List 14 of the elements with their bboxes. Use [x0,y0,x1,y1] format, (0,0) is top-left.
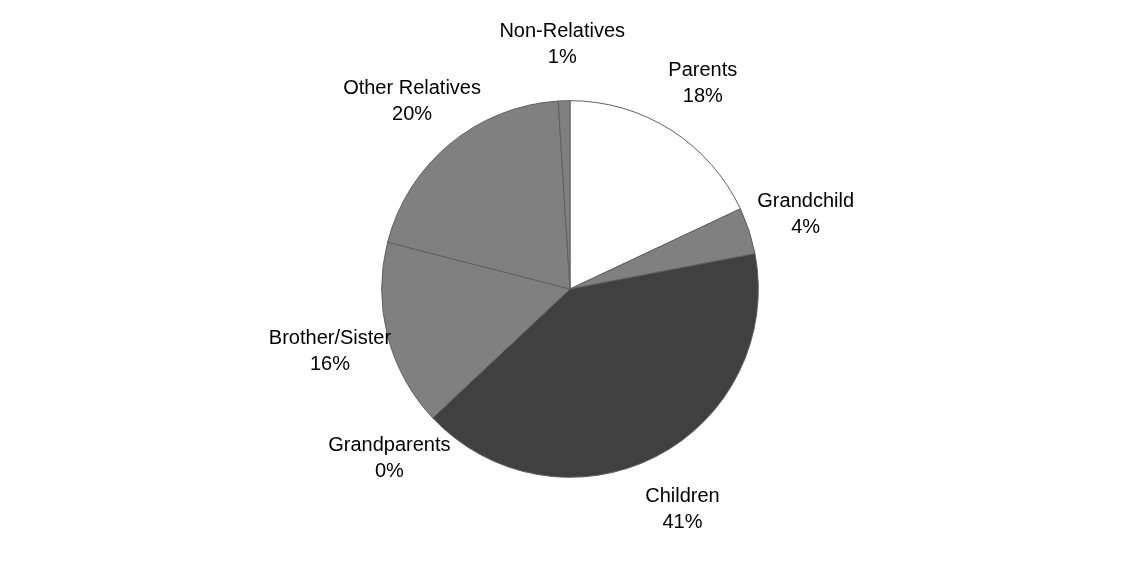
slice-label: Parents [668,57,738,80]
slice-label: Non-Relatives [499,19,626,42]
slice-label: Brother/Sister [268,326,392,349]
data-label: 41% [662,509,703,532]
data-label: 16% [309,352,351,375]
category-label: Grandparents [328,433,451,456]
data-label: 4% [791,215,821,238]
data-label: 18% [682,83,724,106]
slice-label: Children [645,483,720,506]
slice-label: Other Relatives [343,75,481,98]
data-label: 1% [547,45,577,68]
data-label: 20% [392,101,433,124]
slice-label: Grandchild [757,189,855,212]
text: 0% [374,459,404,482]
